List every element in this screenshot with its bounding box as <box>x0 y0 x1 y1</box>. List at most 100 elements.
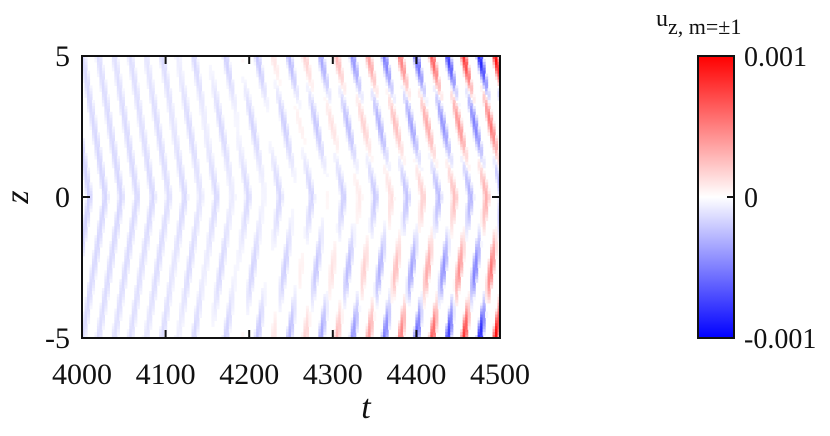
heatmap-cell <box>353 314 357 319</box>
heatmap-cell <box>86 179 91 183</box>
heatmap-cell <box>325 100 329 104</box>
heatmap-cell <box>198 97 203 101</box>
heatmap-cell <box>129 170 133 175</box>
heatmap-cell <box>348 258 352 263</box>
heatmap-cell <box>303 167 307 172</box>
heatmap-cell <box>96 141 101 145</box>
heatmap-cell <box>86 70 91 75</box>
heatmap-cell <box>330 249 334 254</box>
heatmap-cell <box>410 141 414 145</box>
heatmap-cell <box>383 141 387 145</box>
heatmap-cell <box>305 208 310 213</box>
heatmap-cell <box>355 103 359 107</box>
heatmap-cell <box>291 64 295 69</box>
heatmap-cell <box>114 320 118 324</box>
heatmap-cell <box>109 129 113 133</box>
heatmap-cell <box>131 91 135 95</box>
heatmap-cell <box>286 326 290 330</box>
heatmap-cell <box>206 258 210 263</box>
heatmap-cell <box>84 223 88 227</box>
heatmap-cell <box>390 211 394 216</box>
heatmap-cell <box>415 138 419 142</box>
heatmap-cell <box>201 103 205 107</box>
heatmap-cell <box>201 199 205 204</box>
heatmap-cell <box>169 276 173 280</box>
heatmap-cell <box>303 326 307 330</box>
heatmap-cell <box>383 144 387 148</box>
heatmap-cell <box>129 58 133 63</box>
heatmap-cell <box>156 246 160 251</box>
heatmap-cell <box>300 132 305 136</box>
heatmap-cell <box>164 202 168 207</box>
heatmap-cell <box>136 114 140 119</box>
heatmap-cell <box>268 150 272 154</box>
heatmap-cell <box>291 296 295 301</box>
heatmap-cell <box>226 150 230 154</box>
heatmap-cell <box>124 108 128 113</box>
heatmap-cell <box>213 282 217 286</box>
heatmap-cell <box>111 244 115 248</box>
heatmap-cell <box>261 288 265 292</box>
heatmap-cell <box>375 279 379 283</box>
heatmap-cell <box>293 67 297 72</box>
heatmap-cell <box>313 288 317 292</box>
heatmap-cell <box>417 185 421 189</box>
heatmap-cell <box>151 197 155 201</box>
heatmap-cell <box>228 326 232 330</box>
heatmap-cell <box>348 132 352 136</box>
heatmap-cell <box>258 85 262 89</box>
heatmap-cell <box>333 141 337 145</box>
heatmap-cell <box>226 241 230 245</box>
heatmap-cell <box>179 311 183 316</box>
heatmap-cell <box>111 235 115 239</box>
heatmap-cell <box>383 326 387 330</box>
heatmap-cell <box>253 155 257 160</box>
heatmap-cell <box>328 285 332 289</box>
heatmap-cell <box>211 199 215 204</box>
heatmap-cell <box>129 320 133 324</box>
heatmap-cell <box>278 191 282 195</box>
heatmap-cell <box>114 311 118 316</box>
heatmap-cell <box>241 217 245 222</box>
heatmap-cell <box>318 58 322 63</box>
heatmap-cell <box>109 261 113 266</box>
heatmap-cell <box>385 70 389 75</box>
heatmap-cell <box>276 208 280 213</box>
heatmap-cell <box>288 56 292 60</box>
heatmap-cell <box>417 226 421 230</box>
heatmap-cell <box>131 241 135 245</box>
heatmap-cell <box>373 223 377 227</box>
heatmap-cell <box>350 258 354 263</box>
heatmap-cell <box>251 132 255 136</box>
heatmap-cell <box>407 273 412 277</box>
heatmap-cell <box>410 249 414 254</box>
heatmap-cell <box>350 252 354 257</box>
heatmap-cell <box>82 229 86 233</box>
heatmap-cell <box>176 147 180 151</box>
heatmap-cell <box>206 261 210 266</box>
heatmap-cell <box>370 67 374 72</box>
heatmap-cell <box>410 144 414 148</box>
heatmap-cell <box>203 108 208 113</box>
heatmap-cell <box>116 332 120 336</box>
heatmap-cell <box>298 100 302 104</box>
heatmap-cell <box>176 329 180 333</box>
heatmap-cell <box>305 164 310 169</box>
heatmap-cell <box>370 320 374 324</box>
heatmap-cell <box>248 267 252 272</box>
heatmap-cell <box>119 279 123 283</box>
heatmap-cell <box>176 223 180 227</box>
heatmap-cell <box>251 120 255 125</box>
heatmap-cell <box>111 249 115 254</box>
heatmap-cell <box>258 70 262 75</box>
heatmap-cell <box>211 302 215 307</box>
heatmap-cell <box>228 320 232 324</box>
heatmap-cell <box>385 299 389 304</box>
heatmap-cell <box>248 273 252 277</box>
heatmap-cell <box>129 232 133 236</box>
heatmap-cell <box>129 152 133 157</box>
heatmap-cell <box>201 282 205 286</box>
heatmap-cell <box>139 120 143 125</box>
heatmap-cell <box>355 179 359 183</box>
heatmap-cell <box>154 103 158 107</box>
